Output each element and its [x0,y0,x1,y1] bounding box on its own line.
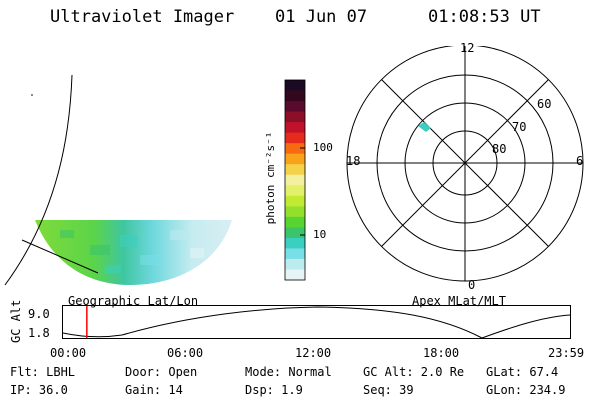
timeline-ytick-9: 9.0 [28,307,50,321]
colorbar-swatch [285,111,305,123]
terminator-line [21,239,99,274]
time-label: 01:08:53 UT [428,7,541,27]
colorbar-swatch [285,174,305,186]
colorbar-swatch [285,258,305,270]
colorbar-tick-10: 10 [313,228,327,241]
lat-label-80: 80 [492,142,507,156]
info-glat: GLat: 67.4 [486,365,559,379]
colorbar-swatches [285,80,305,281]
colorbar-swatch [285,164,305,176]
geographic-image-panel [4,74,232,286]
colorbar-swatch [285,143,305,155]
lat-label-70: 70 [512,120,527,134]
info-door: Door: Open [125,365,198,379]
instrument-title: Ultraviolet Imager [50,7,235,27]
colorbar-swatch [285,122,305,134]
info-gc-alt: GC Alt: 2.0 Re [363,365,465,379]
info-filter: Flt: LBHL [10,365,76,379]
info-glon: GLon: 234.9 [486,383,566,397]
info-mode: Mode: Normal [245,365,332,379]
polar-plot [346,46,584,282]
mlt-label-6: 6 [576,154,584,168]
timeline-ytick-1-8: 1.8 [28,326,50,340]
altitude-timeline [62,305,571,339]
info-dsp: Dsp: 1.9 [245,383,303,397]
info-gain: Gain: 14 [125,383,183,397]
timeline-xtick-2359: 23:59 [548,346,585,360]
timeline-ylabel: GC Alt [9,299,23,343]
colorbar-swatch [285,227,305,239]
polar-panel-label: Apex MLat/MLT [412,294,506,308]
mlt-label-18: 18 [346,154,361,168]
colorbar-swatch [285,206,305,218]
horizon-limb-line [4,74,73,286]
mlt-label-0: 0 [468,278,476,292]
timeline-xtick-1200: 12:00 [295,346,332,360]
colorbar-tick-100: 100 [313,141,333,154]
colorbar-swatch [285,101,305,113]
geographic-panel-label: Geographic Lat/Lon [68,294,199,308]
polar-aurora-patch [418,122,431,132]
lat-label-60: 60 [537,97,552,111]
colorbar-swatch [285,132,305,144]
colorbar-swatch [285,80,305,92]
colorbar-swatch [285,248,305,260]
colorbar-swatch [285,269,305,281]
colorbar-swatch [285,153,305,165]
mlt-label-12: 12 [460,41,475,55]
colorbar-swatch [285,237,305,249]
colorbar: photon cm⁻²s⁻¹ [265,79,306,281]
timeline-xtick-0000: 00:00 [50,346,87,360]
colorbar-unit-label: photon cm⁻²s⁻¹ [265,132,277,225]
timeline-xtick-1800: 18:00 [423,346,460,360]
colorbar-swatch [285,216,305,228]
colorbar-swatch [285,195,305,207]
timeline-xtick-0600: 06:00 [167,346,204,360]
date-label: 01 Jun 07 [275,7,368,27]
info-ip: IP: 36.0 [10,383,68,397]
info-seq: Seq: 39 [363,383,414,397]
colorbar-swatch [285,90,305,102]
colorbar-swatch [285,185,305,197]
altitude-curve [62,306,571,339]
